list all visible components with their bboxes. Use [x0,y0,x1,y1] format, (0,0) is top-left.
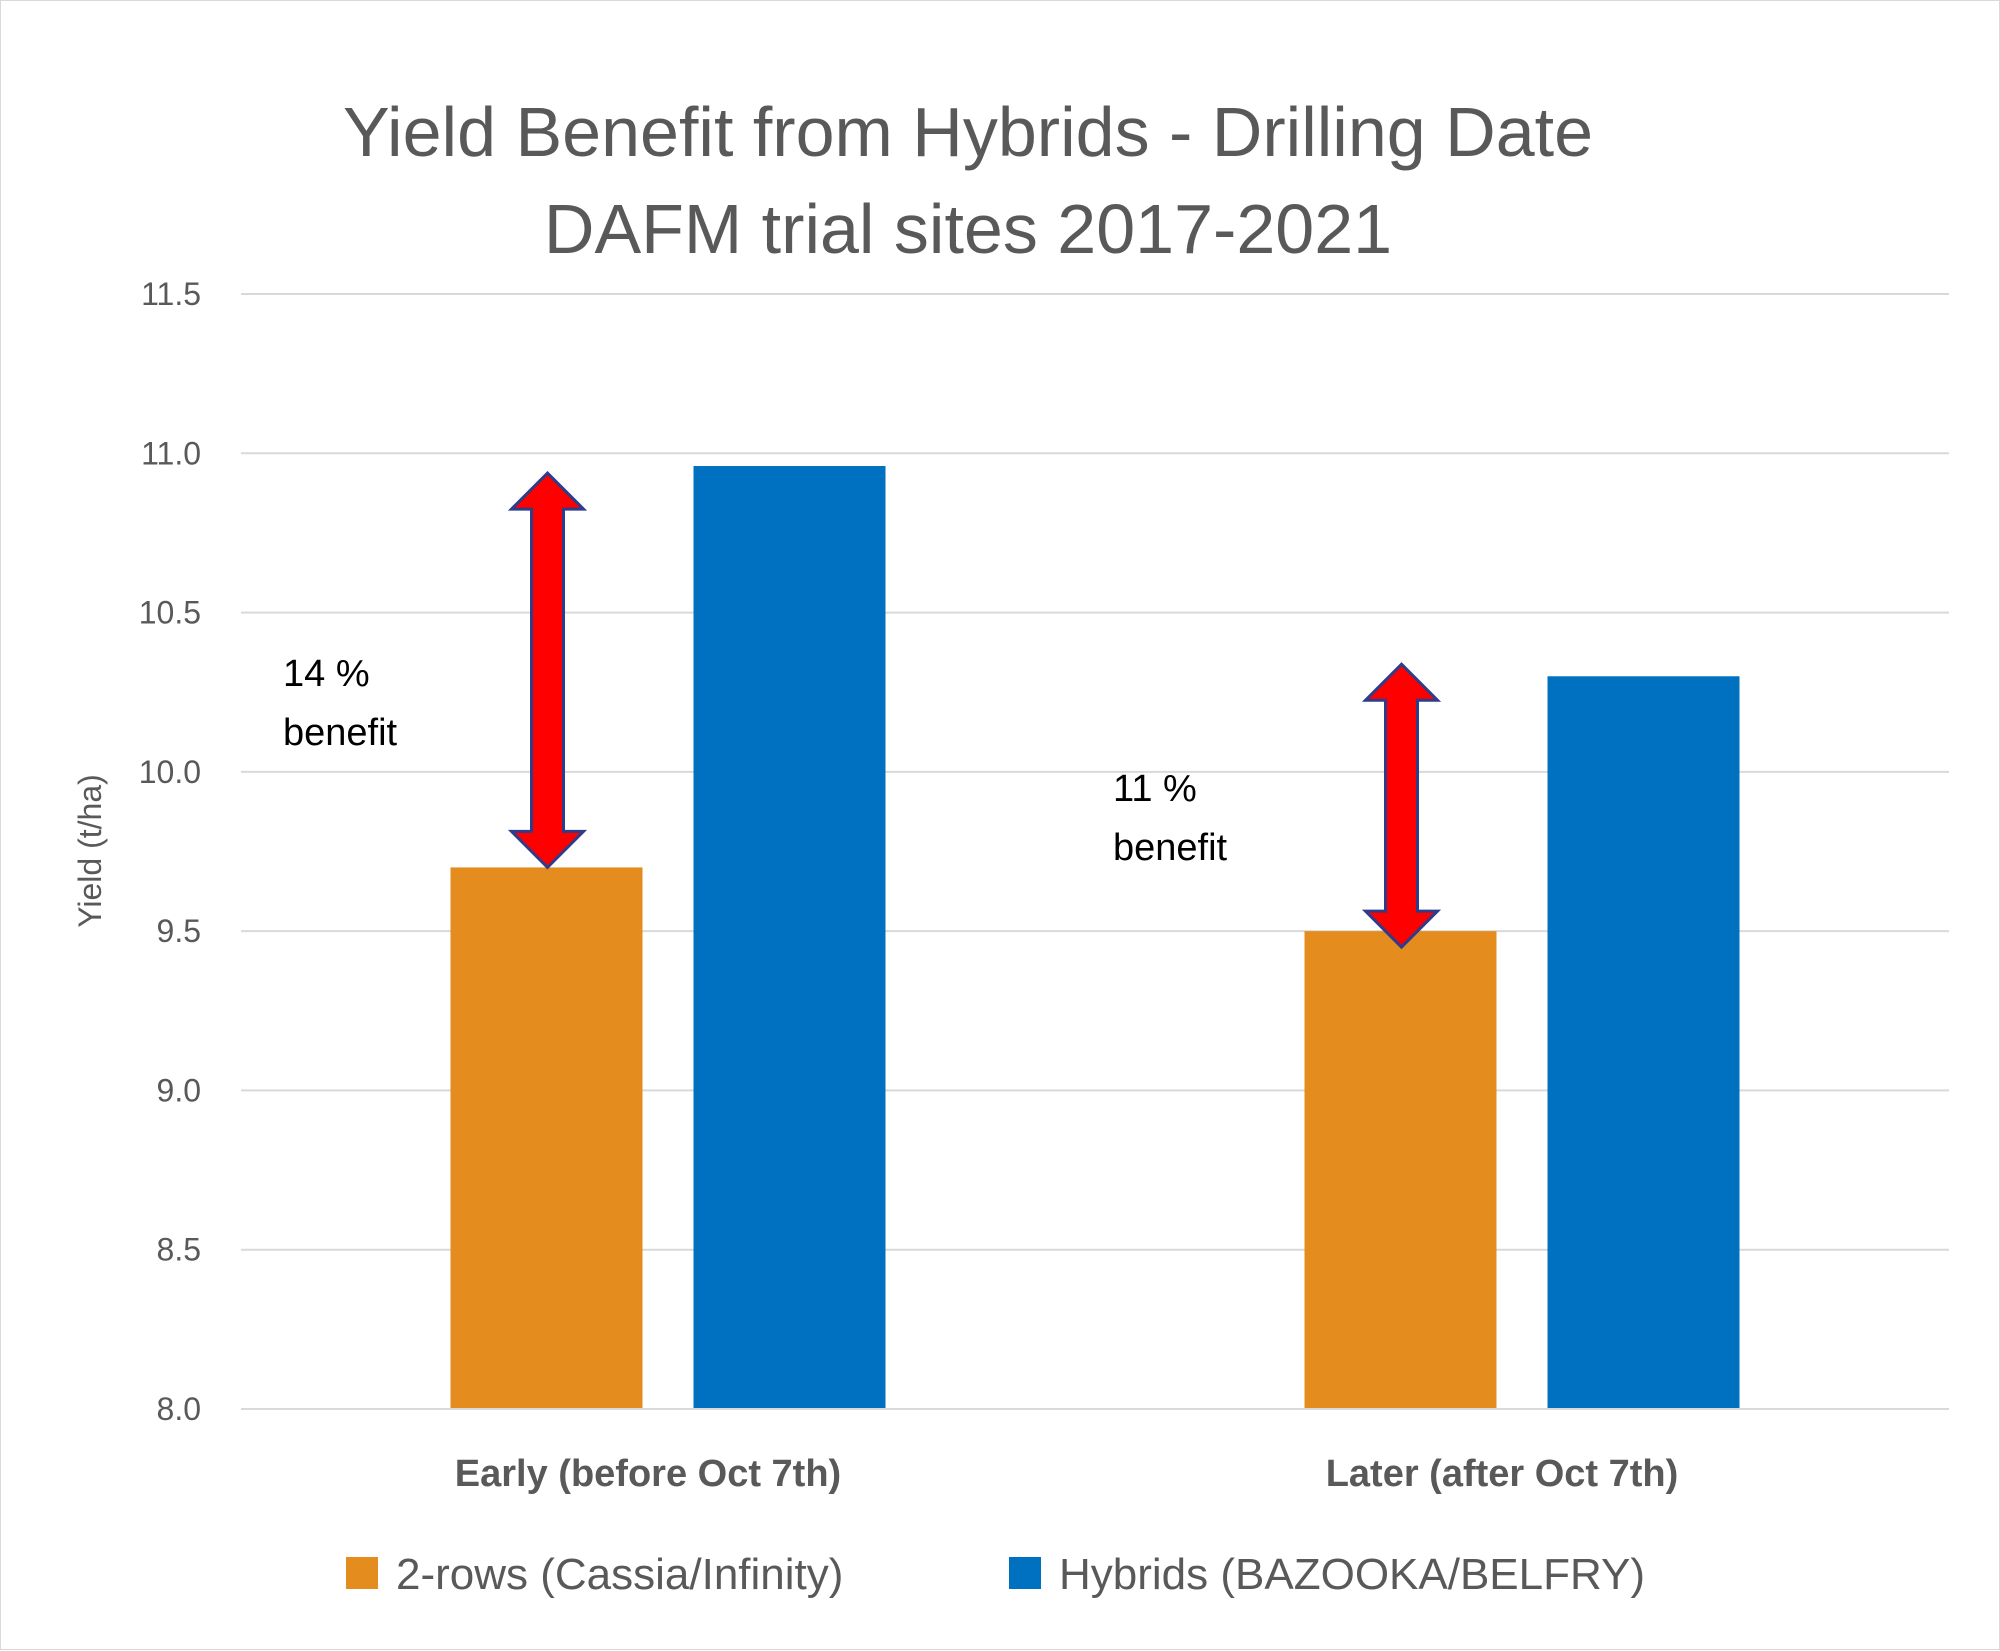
y-axis-ticks: 8.0 8.5 9.0 9.5 10.0 10.5 11.0 11.5 [139,276,201,1427]
legend-label: 2-rows (Cassia/Infinity) [396,1550,843,1599]
x-category-label: Early (before Oct 7th) [455,1453,841,1495]
y-tick-label: 10.0 [139,754,201,790]
legend-swatch [1009,1557,1041,1589]
double-arrow-icon [507,470,588,870]
bar-two-rows-2 [1304,931,1497,1409]
annotation-percent: 14 % [283,653,370,695]
chart-title-line-2: DAFM trial sites 2017-2021 [544,190,1392,268]
benefit-annotations: 14 % benefit 11 % benefit [283,653,1228,869]
bar-hybrids-2 [1547,676,1740,1409]
annotation-percent: 11 % [1113,768,1197,810]
y-tick-label: 11.5 [141,276,201,312]
legend: 2-rows (Cassia/Infinity) Hybrids (BAZOOKA… [346,1550,1645,1599]
chart-title: Yield Benefit from Hybrids - Drilling Da… [343,93,1593,268]
y-tick-label: 9.0 [157,1072,201,1108]
benefit-arrows [507,470,1442,950]
y-tick-label: 8.5 [157,1232,201,1268]
y-tick-label: 11.0 [141,435,201,471]
chart-title-line-1: Yield Benefit from Hybrids - Drilling Da… [343,93,1593,171]
y-tick-label: 8.0 [157,1391,201,1427]
y-tick-label: 10.5 [139,595,201,631]
y-axis-title: Yield (t/ha) [72,774,108,928]
bar-two-rows-1 [450,867,643,1409]
bars [450,466,1740,1409]
x-axis-categories: Early (before Oct 7th) Later (after Oct 7… [455,1453,1679,1495]
legend-label: Hybrids (BAZOOKA/BELFRY) [1059,1550,1645,1599]
bar-hybrids-1 [693,466,886,1409]
legend-swatch [346,1557,378,1589]
x-category-label: Later (after Oct 7th) [1326,1453,1679,1495]
double-arrow-icon [1361,662,1442,950]
y-tick-label: 9.5 [157,913,201,949]
annotation-benefit: benefit [1113,827,1228,869]
annotation-benefit: benefit [283,712,398,754]
